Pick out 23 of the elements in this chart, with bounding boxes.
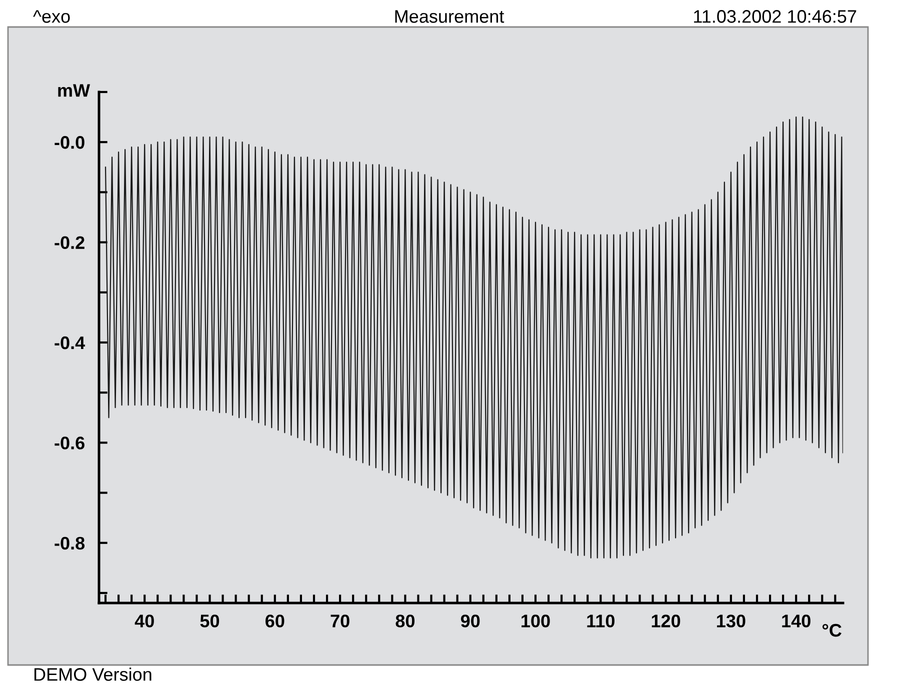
y-tick-label: -0.4 [54, 336, 86, 350]
y-tick-label: -0.6 [54, 436, 84, 450]
x-tick-label: 130 [717, 614, 746, 628]
x-tick-label: 40 [134, 614, 154, 628]
text: 11.03.2002 10:46:57 [694, 10, 856, 23]
chart-title: Measurement [395, 10, 504, 23]
x-axis-title: °C [822, 624, 842, 637]
line-series [104, 116, 843, 558]
x-tick-label: 140 [782, 614, 810, 628]
x-tick-label: 120 [652, 614, 680, 628]
x-tick-label: 60 [266, 614, 284, 628]
y-axis-title: mW [58, 84, 90, 97]
x-tick-label: 70 [330, 614, 350, 628]
text: DEMO Version [34, 668, 152, 681]
x-tick-label: 80 [396, 614, 414, 628]
text: ^exo [33, 10, 70, 23]
y-tick-label: -0.8 [54, 536, 85, 550]
x-tick-label: 110 [587, 614, 614, 628]
y-tick-label: -0.0 [54, 136, 84, 149]
x-tick-label: 100 [522, 614, 550, 628]
y-tick-label: -0.2 [54, 236, 84, 250]
x-tick-label: 50 [200, 614, 220, 628]
x-tick-label: 90 [460, 614, 480, 628]
